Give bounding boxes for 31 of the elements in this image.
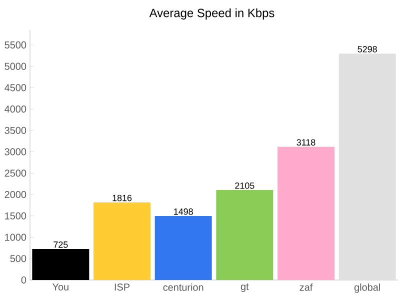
y-tick-label: 2000 xyxy=(4,191,26,198)
y-tick-label: 1500 xyxy=(5,212,26,220)
x-tick-label: ISP xyxy=(114,284,130,291)
data-label: 1816 xyxy=(112,194,132,202)
y-tick-label: 5000 xyxy=(4,62,26,70)
y-tick-label: 500 xyxy=(10,255,26,262)
y-tick-label: 3000 xyxy=(4,148,26,156)
y-tick-label: 4500 xyxy=(4,84,26,92)
x-tick-label: centurion xyxy=(163,284,204,291)
y-tick-label: 3500 xyxy=(4,126,26,134)
data-label: 5298 xyxy=(358,46,377,52)
y-tick-label: 4000 xyxy=(4,106,26,113)
x-tick-label: zaf xyxy=(300,284,313,291)
y-tick-label: 1000 xyxy=(5,234,26,241)
y-tick-label: 5500 xyxy=(4,41,26,48)
data-label: 1498 xyxy=(174,208,193,215)
bar xyxy=(32,249,90,280)
x-tick-label: global xyxy=(354,284,380,293)
bar xyxy=(216,190,274,280)
bar xyxy=(154,216,212,280)
chart-title: Average Speed in Kbps xyxy=(149,8,274,20)
data-label: 3118 xyxy=(296,139,316,146)
bar xyxy=(94,202,150,280)
data-label: 725 xyxy=(54,241,68,248)
bar xyxy=(278,146,335,280)
x-tick-label: gt xyxy=(240,284,249,292)
y-tick-label: 2500 xyxy=(4,170,26,177)
bar xyxy=(338,54,396,280)
data-label: 2105 xyxy=(235,182,254,189)
x-tick-label: You xyxy=(52,284,68,290)
y-tick-label: 0 xyxy=(21,276,26,284)
